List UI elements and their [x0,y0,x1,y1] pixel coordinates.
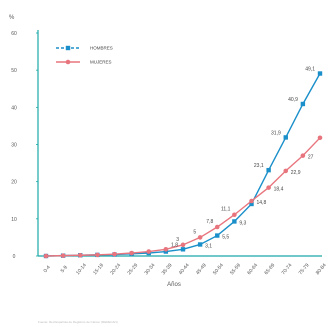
data-point [163,247,169,252]
series-line-hombres [45,73,321,257]
data-point [232,219,237,224]
x-tick-label: 20-24 [109,262,122,276]
data-point [232,212,237,218]
data-point [197,235,203,240]
x-tick-label: 5-9 [60,264,69,274]
source-note: Fuente: Red Española de Registros de Cán… [38,320,118,324]
axes [37,30,322,257]
x-axis-label: Años [167,282,181,288]
data-point [112,251,117,257]
x-tick-label: 15-19 [92,262,105,276]
data-label: 5,5 [222,235,229,241]
x-tick-label: 75-79 [298,262,311,276]
y-tick-label: 20 [11,180,17,186]
x-tick-labels: 0-4 5-9 10-14 15-19 20-24 25-29 30-34 35-39 40-4… [43,262,328,276]
data-point [283,168,289,174]
data-label: 3,1 [205,243,212,249]
data-label: 9,3 [239,220,246,226]
data-label: 40,9 [288,97,298,103]
legend-marker [65,59,71,65]
x-tick-label: 35-39 [161,262,174,276]
y-tick-label: 0 [13,254,16,260]
data-labels: 1,8 3,1 5,5 9,3 23,1 31,9 40,9 49,1 3 5 7,8 11,1 14,… [171,67,315,250]
data-label: 31,9 [271,130,281,136]
data-point [300,153,306,158]
y-tick-label: 10 [11,217,17,223]
data-label: 22,9 [291,170,301,176]
data-point [266,185,271,190]
y-tick-label: 50 [11,68,17,74]
data-point [266,167,271,173]
legend: HOMBRES MUJERES [56,46,113,65]
x-tick-label: 40-44 [178,262,191,276]
data-point [77,252,83,258]
y-tick-labels: 0 10 20 30 40 50 60 [11,31,38,260]
series-line-mujeres [45,137,321,257]
data-point [146,249,152,254]
x-tick-label: 50-54 [212,262,225,276]
legend-marker [65,45,71,51]
x-tick-label: 80-84 [315,262,328,276]
x-tick-label: 65-69 [263,262,276,276]
data-label: 3 [176,237,179,243]
data-point [43,253,49,259]
data-label: 11,1 [221,207,231,213]
y-axis-unit: % [9,15,15,21]
data-point [283,135,288,140]
data-point [95,252,100,258]
data-point [129,250,134,256]
data-point [215,233,220,238]
data-label: 7,8 [206,219,213,225]
data-point [180,242,186,248]
data-point [300,101,306,107]
x-tick-label: 45-49 [195,262,208,276]
series-group [43,71,323,259]
data-label: 14,8 [257,200,267,206]
x-tick-label: 25-29 [126,262,139,276]
data-point [214,224,220,230]
data-point [60,253,66,258]
data-point [180,247,186,252]
data-point [317,71,323,76]
data-point [197,242,203,247]
legend-label: HOMBRES [90,46,113,51]
data-label: 23,1 [254,163,264,169]
y-tick-label: 30 [11,143,17,149]
x-tick-label: 30-34 [144,262,157,276]
data-point [249,198,254,204]
data-label: 18,4 [274,187,284,193]
legend-label: MUJERES [90,60,112,65]
x-tick-label: 70-74 [281,262,294,276]
x-tick-label: 0-4 [43,264,52,274]
x-tick-label: 10-14 [75,262,88,276]
y-tick-label: 60 [11,31,17,37]
x-tick-label: 55-59 [229,262,242,276]
data-label: 49,1 [305,67,315,73]
data-label: 1,8 [171,242,178,248]
data-point [249,201,254,207]
x-tick-label: 60-64 [246,262,259,276]
data-point [317,135,323,141]
data-label: 5 [193,229,196,235]
data-label: 27 [308,155,314,161]
y-tick-label: 40 [11,105,17,111]
